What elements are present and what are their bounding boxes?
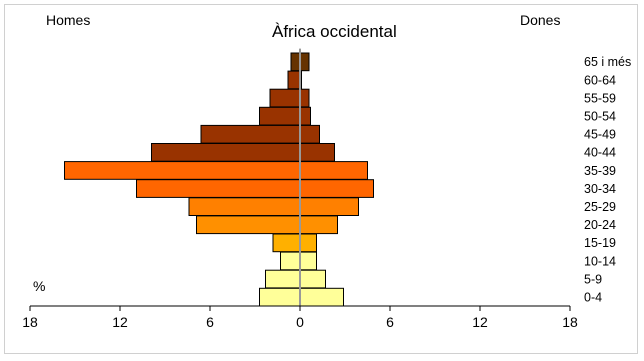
category-label: 20-24 [584,218,616,232]
x-tick-label: 12 [112,314,128,330]
x-tick-label: 12 [472,314,488,330]
left-side-label: Homes [46,12,91,28]
bar-dones [299,251,317,271]
x-tick-label: 18 [22,314,38,330]
bar-dones [299,124,320,144]
x-tick-label: 6 [206,314,214,330]
bar-homes [269,88,301,108]
category-label: 40-44 [584,146,616,160]
bar-homes [265,269,301,289]
bar-homes [259,106,301,126]
bar-homes [136,179,301,198]
bar-homes [200,124,301,144]
category-label: 30-34 [584,182,616,196]
bar-homes [287,70,301,90]
category-label: 35-39 [584,164,616,178]
category-label: 25-29 [584,200,616,214]
bar-dones [299,287,344,307]
bar-dones [299,215,338,235]
bar-dones [299,161,368,180]
bar-dones [299,197,359,217]
category-label: 0-4 [584,290,602,304]
bar-homes [259,287,301,307]
bar-dones [299,143,335,162]
category-label: 45-49 [584,128,616,142]
bar-dones [299,52,310,72]
chart-title: Àfrica occidental [272,22,397,41]
bar-dones [299,179,374,198]
x-tick-label: 6 [386,314,394,330]
right-side-label: Dones [520,12,561,28]
x-tick-label: 18 [562,314,578,330]
bar-homes [64,161,301,180]
category-label: 15-19 [584,236,616,250]
category-label: 60-64 [584,73,616,87]
category-label: 65 i més [584,55,631,69]
bar-dones [299,233,317,253]
category-label: 5-9 [584,272,602,286]
category-label: 50-54 [584,109,616,123]
bar-homes [196,215,301,235]
category-label: 10-14 [584,254,616,268]
bar-homes [188,197,301,217]
bar-dones [299,88,310,108]
bar-homes [151,143,301,162]
unit-label: % [33,278,46,294]
bar-homes [280,251,301,271]
bar-dones [299,269,326,289]
x-tick-label: 0 [296,314,304,330]
bar-homes [272,233,301,253]
bar-homes [290,52,301,72]
bar-dones [299,106,311,126]
category-label: 55-59 [584,91,616,105]
